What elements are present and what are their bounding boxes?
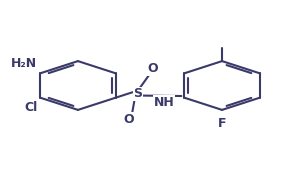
Text: O: O (124, 113, 134, 126)
Text: S: S (134, 87, 142, 100)
Text: H₂N: H₂N (11, 57, 37, 70)
Text: NH: NH (154, 96, 175, 109)
Text: F: F (218, 117, 226, 130)
Text: O: O (148, 62, 158, 75)
Text: Cl: Cl (24, 101, 37, 114)
